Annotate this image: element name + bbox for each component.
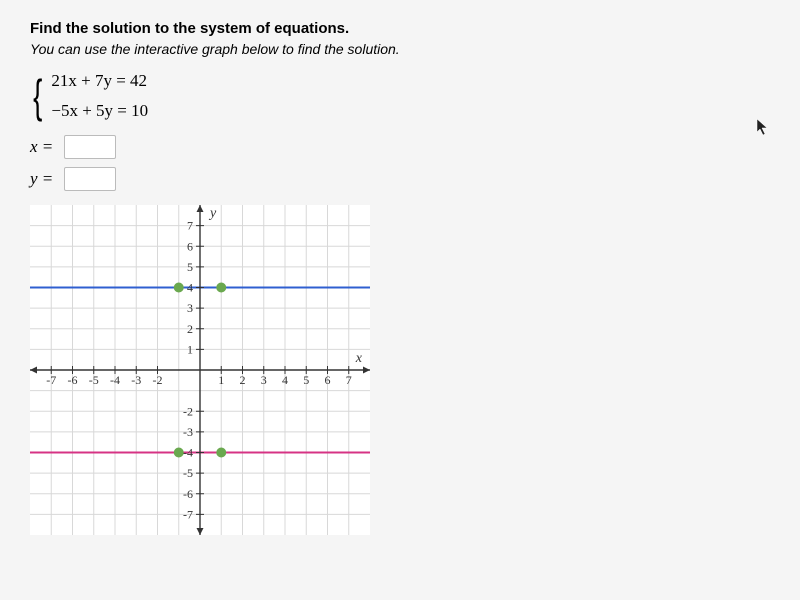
- ytick-label: 5: [187, 260, 193, 274]
- draggable-point[interactable]: [174, 283, 184, 293]
- y-label: y =: [30, 169, 64, 189]
- xtick-label: -6: [68, 373, 78, 387]
- xtick-label: -2: [153, 373, 163, 387]
- equation-1: 21x + 7y = 42: [51, 71, 148, 91]
- ytick-label: 2: [187, 322, 193, 336]
- y-axis-label: y: [208, 206, 217, 221]
- ytick-label: 4: [187, 281, 193, 295]
- equation-system: { 21x + 7y = 42 −5x + 5y = 10: [30, 71, 770, 121]
- xtick-label: 7: [346, 373, 352, 387]
- brace-icon: {: [33, 78, 42, 115]
- x-axis-label: x: [355, 351, 363, 366]
- ytick-label: -2: [183, 404, 193, 418]
- ytick-label: 7: [187, 219, 193, 233]
- y-input[interactable]: [64, 167, 116, 191]
- ytick-label: 3: [187, 301, 193, 315]
- xtick-label: -7: [46, 373, 56, 387]
- draggable-point[interactable]: [216, 283, 226, 293]
- xtick-label: 5: [303, 373, 309, 387]
- graph-svg[interactable]: -7-6-5-4-3-21234567-7-6-5-4-3-21234567xy: [30, 205, 370, 535]
- ytick-label: -6: [183, 487, 193, 501]
- ytick-label: -4: [183, 446, 193, 460]
- ytick-label: 6: [187, 239, 193, 253]
- x-label: x =: [30, 137, 64, 157]
- xtick-label: -4: [110, 373, 120, 387]
- x-input[interactable]: [64, 135, 116, 159]
- xtick-label: -3: [131, 373, 141, 387]
- xtick-label: 4: [282, 373, 288, 387]
- ytick-label: -5: [183, 466, 193, 480]
- xtick-label: -5: [89, 373, 99, 387]
- xtick-label: 6: [325, 373, 331, 387]
- mouse-cursor-icon: [756, 118, 770, 136]
- xtick-label: 1: [218, 373, 224, 387]
- draggable-point[interactable]: [216, 448, 226, 458]
- xtick-label: 3: [261, 373, 267, 387]
- xtick-label: 2: [240, 373, 246, 387]
- equation-2: −5x + 5y = 10: [51, 101, 148, 121]
- ytick-label: -3: [183, 425, 193, 439]
- page-title: Find the solution to the system of equat…: [30, 20, 770, 37]
- page-subtitle: You can use the interactive graph below …: [30, 41, 770, 57]
- draggable-point[interactable]: [174, 448, 184, 458]
- ytick-label: -7: [183, 507, 193, 521]
- answer-block: x = y =: [30, 135, 770, 191]
- ytick-label: 1: [187, 342, 193, 356]
- interactive-graph[interactable]: -7-6-5-4-3-21234567-7-6-5-4-3-21234567xy: [30, 205, 370, 535]
